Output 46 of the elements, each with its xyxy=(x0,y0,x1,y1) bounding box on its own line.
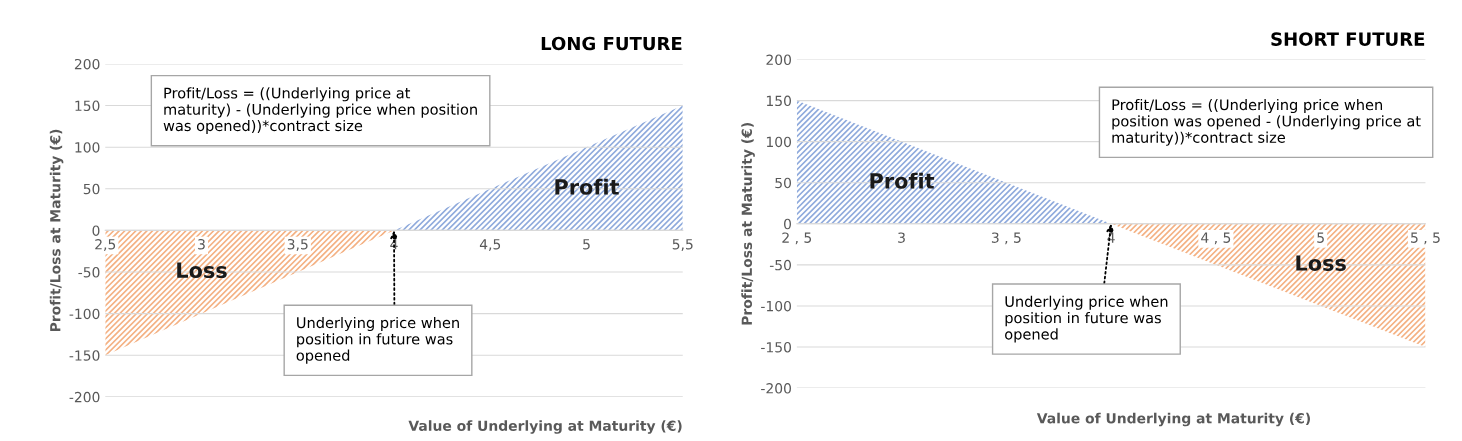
y-tick-label: 50 xyxy=(775,177,792,189)
x-axis-title: Value of Underlying at Maturity (€) xyxy=(1036,412,1310,427)
y-tick-label: -150 xyxy=(69,350,100,361)
x-tick-label: 3,5 xyxy=(287,239,308,251)
y-tick-label: 150 xyxy=(766,95,792,107)
y-tick-label: -150 xyxy=(761,341,792,353)
x-tick-label: 3 , 5 xyxy=(991,232,1021,245)
y-axis-title: Profit/Loss at Maturity (€) xyxy=(49,129,64,332)
y-tick-label: 0 xyxy=(92,225,100,236)
y-tick-label: 50 xyxy=(83,183,100,195)
series-label: Loss xyxy=(1296,255,1346,271)
x-tick-label: 4 xyxy=(390,239,398,250)
annotation: Profit/Loss = ((Underlying price when position was opened - (Underlying price at maturity))*contract size xyxy=(1112,98,1421,146)
chart-title: LONG FUTURE xyxy=(541,36,682,51)
x-tick-label: 4 xyxy=(1107,232,1115,243)
x-tick-label: 5 xyxy=(583,239,590,250)
x-tick-label: 3 xyxy=(898,232,905,243)
y-tick-label: 100 xyxy=(75,142,100,153)
y-tick-label: 100 xyxy=(766,136,792,148)
x-tick-label: 4 , 5 xyxy=(1201,232,1231,245)
y-tick-label: 200 xyxy=(74,58,100,70)
chart-title: SHORT FUTURE xyxy=(1271,32,1425,46)
y-axis-title: Profit/Loss at Maturity (€) xyxy=(741,123,755,325)
series-label: Profit xyxy=(870,172,935,189)
y-tick-label: -100 xyxy=(761,300,792,312)
x-axis-title: Value of Underlying at Maturity (€) xyxy=(408,420,682,434)
y-tick-label: -200 xyxy=(69,391,100,403)
annotation: Underlying price when position in future was opened xyxy=(1005,295,1168,343)
annotation: Underlying price when position in future was opened xyxy=(296,316,459,364)
x-tick-label: 5 xyxy=(1317,232,1324,243)
y-tick-label: -50 xyxy=(769,259,792,271)
x-tick-label: 5 , 5 xyxy=(1411,232,1440,245)
series-label: Profit xyxy=(555,178,620,195)
y-tick-label: 150 xyxy=(75,100,100,112)
y-tick-label: -200 xyxy=(761,383,792,394)
x-tick-label: 2 , 5 xyxy=(782,232,812,245)
y-tick-label: 0 xyxy=(784,218,792,230)
x-tick-label: 5,5 xyxy=(672,239,693,251)
x-tick-label: 4,5 xyxy=(479,239,501,251)
x-tick-label: 3 xyxy=(198,239,205,250)
series-label: Loss xyxy=(177,262,227,279)
x-tick-label: 2,5 xyxy=(95,239,116,251)
y-tick-label: -100 xyxy=(69,308,100,320)
y-tick-label: 200 xyxy=(766,54,792,66)
y-tick-label: -50 xyxy=(78,267,100,278)
annotation: Profit/Loss = ((Underlying price at maturity) - (Underlying price when position was opened))*contract size xyxy=(163,87,477,135)
